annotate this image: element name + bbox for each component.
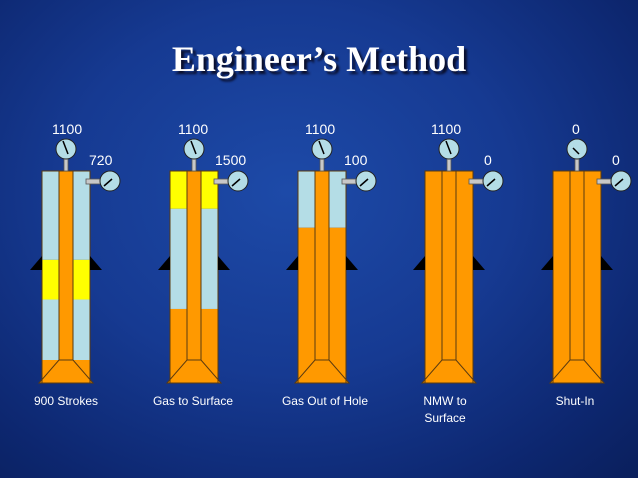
well-3-right-gauge-value: 100 [344, 152, 368, 168]
well-2-left-gauge-value: 1100 [178, 121, 209, 137]
well-1-dp-gauge-needle [62, 140, 69, 155]
slide-title: Engineer’s Method [171, 39, 467, 79]
well-5-drill-pipe [570, 171, 584, 360]
well-4-caption: NMW to Surface [390, 393, 500, 427]
well-4-bop-left [413, 256, 425, 270]
well-5-caption: Shut-In [520, 393, 630, 410]
well-5-bop-right [601, 256, 613, 270]
well-4-drill-pipe [442, 171, 456, 360]
well-4-left-gauge-value: 1100 [431, 121, 462, 137]
well-1-annulus-right-annulus [73, 299, 90, 360]
well-3-annulus-right-mud [329, 227, 346, 360]
well-1-csg-gauge-needle [103, 178, 113, 187]
well-1-bit [37, 359, 95, 384]
caption-line: NMW to [423, 394, 467, 408]
well-2-annulus-left-mud [170, 308, 187, 360]
well-3-drill-pipe [315, 171, 329, 360]
well-1-annulus-left-annulus [42, 171, 59, 260]
caption-line: 900 Strokes [33, 394, 99, 408]
well-5-annulus-left-mud [553, 171, 570, 360]
well-3-dp-gauge-needle [318, 140, 325, 155]
well-1-bop-left [30, 256, 42, 270]
well-2-caption: Gas to Surface [138, 393, 248, 410]
well-2-annulus-right-gas [201, 171, 218, 209]
well-1-annulus-left-annulus [42, 299, 59, 360]
well-2-bop-left [158, 256, 170, 270]
well-3-annulus-left-annulus [298, 171, 315, 228]
well-2-drill-pipe [187, 171, 201, 360]
well-3-left-gauge-value: 1100 [305, 121, 336, 137]
well-5-dp-gauge-icon [566, 138, 588, 160]
well-1-right-gauge-value: 720 [89, 152, 113, 168]
well-2-bit [165, 359, 223, 384]
well-4-bop-right [473, 256, 485, 270]
well-3-annulus-left-mud [298, 227, 315, 360]
well-2-bop-right [218, 256, 230, 270]
well-4-annulus-right-mud [456, 171, 473, 360]
caption-line: Surface [424, 411, 466, 425]
well-5-annulus-right-mud [584, 171, 601, 360]
well-2-annulus-right-annulus [201, 208, 218, 309]
well-2-annulus-left-gas [170, 171, 187, 209]
well-3-caption: Gas Out of Hole [270, 393, 380, 410]
well-4-bit [420, 359, 478, 384]
well-2-csg-gauge-needle [231, 178, 241, 187]
well-1-annulus-right-annulus [73, 171, 90, 260]
well-5-right-gauge-value: 0 [612, 152, 620, 168]
well-2-dp-gauge-needle [190, 140, 197, 155]
well-5-left-gauge-value: 0 [572, 121, 580, 137]
well-5-csg-gauge-needle [614, 178, 624, 187]
well-5-bop-left [541, 256, 553, 270]
well-4-csg-gauge-needle [486, 178, 496, 187]
well-3-csg-gauge-needle [359, 178, 369, 187]
well-5-dp-gauge-needle [572, 147, 580, 155]
well-3-annulus-right-annulus [329, 171, 346, 228]
caption-line: Gas to Surface [152, 394, 234, 408]
well-3-bop-left [286, 256, 298, 270]
well-1-annulus-right-gas [73, 259, 90, 300]
well-2-annulus-left-annulus [170, 208, 187, 309]
well-4-annulus-left-mud [425, 171, 442, 360]
well-5-bit [548, 359, 606, 384]
well-2-right-gauge-value: 1500 [215, 152, 247, 168]
well-1-annulus-left-gas [42, 259, 59, 300]
well-4-dp-gauge-needle [445, 140, 452, 155]
well-3-bit [293, 359, 351, 384]
well-1-caption: 900 Strokes [11, 393, 121, 410]
well-4-right-gauge-value: 0 [484, 152, 492, 168]
well-1-drill-pipe [59, 171, 73, 360]
well-2-annulus-right-mud [201, 308, 218, 360]
caption-line: Gas Out of Hole [281, 394, 369, 408]
well-3-bop-right [346, 256, 358, 270]
caption-line: Shut-In [555, 394, 595, 408]
well-1-left-gauge-value: 1100 [52, 121, 83, 137]
well-1-bop-right [90, 256, 102, 270]
